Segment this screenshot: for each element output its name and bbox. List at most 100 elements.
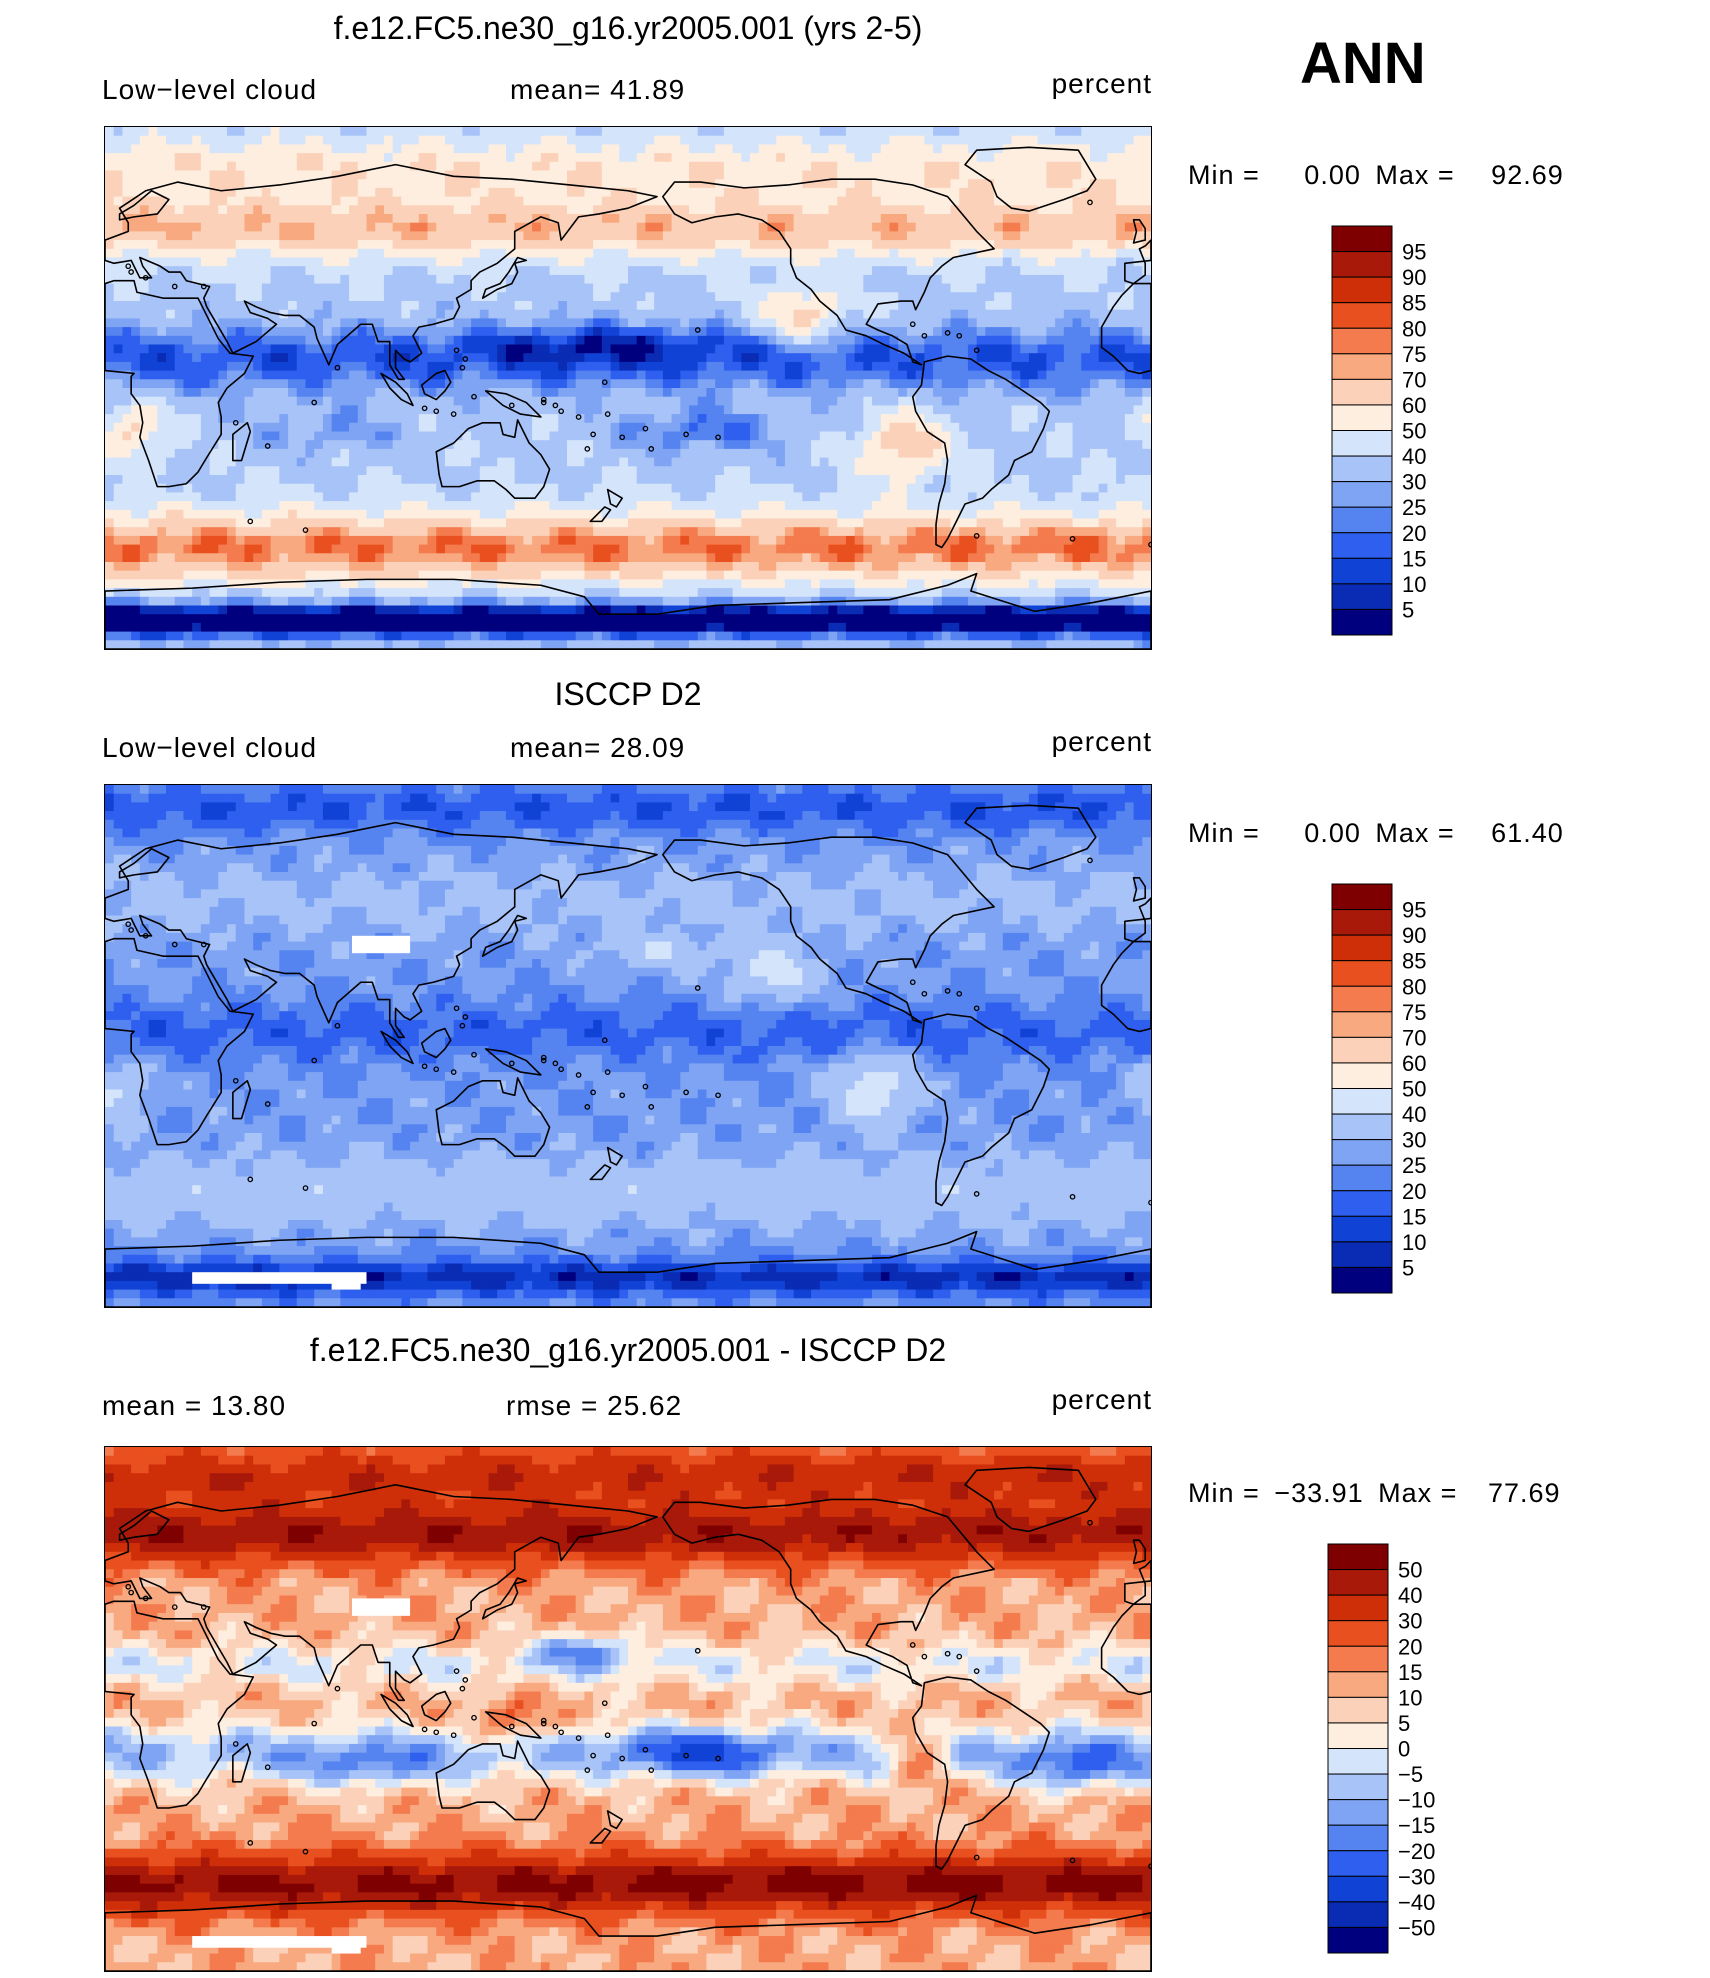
heatmap-cell (497, 248, 507, 259)
heatmap-cell (1037, 422, 1047, 433)
heatmap-cell (584, 474, 594, 485)
heatmap-cell (227, 431, 237, 441)
heatmap-cell (566, 240, 577, 250)
heatmap-cell (401, 422, 411, 433)
heatmap-cell (906, 196, 917, 206)
heatmap-cell (549, 405, 559, 415)
heatmap-cell (1081, 457, 1091, 467)
heatmap-cell (985, 127, 995, 137)
heatmap-cell (514, 266, 524, 276)
heatmap-cell (305, 414, 315, 424)
heatmap-cell (967, 274, 978, 285)
heatmap-cell (235, 361, 246, 372)
heatmap-cell (209, 431, 219, 441)
heatmap-cell (732, 379, 742, 389)
heatmap-cell (628, 327, 638, 337)
heatmap-cell (575, 231, 586, 241)
heatmap-cell (279, 292, 289, 302)
heatmap-cell (776, 213, 786, 224)
heatmap-cell (340, 335, 350, 346)
heatmap-cell (1011, 353, 1021, 363)
heatmap-cell (375, 153, 385, 163)
heatmap-cell (610, 327, 620, 337)
heatmap-cell (715, 231, 725, 241)
heatmap-cell (784, 318, 795, 328)
heatmap-cell (122, 440, 132, 450)
heatmap-cell (584, 353, 594, 363)
heatmap-cell (357, 292, 368, 302)
heatmap-cell (915, 196, 925, 206)
heatmap-cell (645, 361, 655, 372)
heatmap-cell (357, 422, 368, 433)
heatmap-cell (863, 144, 873, 154)
heatmap-cell (819, 274, 830, 285)
heatmap-cell (758, 414, 769, 424)
heatmap-cell (933, 231, 943, 241)
heatmap-cell (1107, 396, 1117, 406)
heatmap-cell (619, 301, 629, 311)
heatmap-cell (1124, 187, 1135, 198)
heatmap-cell (636, 161, 647, 172)
heatmap-cell (288, 222, 298, 232)
heatmap-cell (279, 440, 289, 450)
heatmap-cell (619, 457, 629, 467)
heatmap-cell (854, 405, 864, 415)
heatmap-cell (523, 292, 533, 302)
heatmap-cell (758, 266, 769, 276)
heatmap-cell (375, 396, 385, 406)
heatmap-cell (915, 361, 925, 372)
heatmap-cell (767, 196, 777, 206)
heatmap-cell (1028, 231, 1039, 241)
heatmap-cell (174, 309, 185, 319)
heatmap-cell (366, 414, 376, 424)
heatmap-cell (680, 257, 690, 267)
heatmap-cell (427, 379, 437, 389)
heatmap-cell (540, 405, 551, 415)
heatmap-cell (880, 127, 891, 137)
heatmap-cell (235, 170, 246, 180)
heatmap-cell (750, 370, 760, 380)
heatmap-cell (601, 179, 612, 189)
heatmap-cell (296, 274, 307, 285)
heatmap-cell (349, 127, 359, 137)
heatmap-cell (933, 292, 943, 302)
heatmap-cell (192, 318, 202, 328)
heatmap-cell (845, 466, 856, 476)
heatmap-cell (200, 448, 211, 459)
heatmap-cell (933, 335, 943, 346)
heatmap-cell (976, 266, 986, 276)
heatmap-cell (375, 144, 385, 154)
heatmap-cell (636, 179, 647, 189)
heatmap-cell (340, 301, 350, 311)
heatmap-cell (750, 388, 760, 398)
heatmap-cell (1098, 153, 1109, 163)
heatmap-cell (444, 457, 455, 467)
heatmap-cell (1116, 318, 1126, 328)
heatmap-cell (305, 213, 315, 224)
heatmap-cell (750, 248, 760, 259)
heatmap-cell (366, 466, 376, 476)
heatmap-cell (593, 353, 603, 363)
heatmap-cell (819, 179, 830, 189)
heatmap-cell (462, 170, 472, 180)
heatmap-cell (819, 327, 830, 337)
heatmap-cell (1020, 187, 1030, 198)
heatmap-cell (1011, 379, 1021, 389)
heatmap-cell (933, 466, 943, 476)
heatmap-cell (349, 474, 359, 485)
heatmap-cell (244, 222, 254, 232)
heatmap-cell (1142, 205, 1151, 215)
heatmap-cell (131, 127, 141, 137)
heatmap-cell (689, 231, 699, 241)
heatmap-cell (880, 396, 891, 406)
heatmap-cell (784, 248, 795, 259)
heatmap-cell (375, 205, 385, 215)
heatmap-cell (1037, 283, 1047, 293)
heatmap-cell (105, 301, 115, 311)
heatmap-cell (863, 153, 873, 163)
heatmap-cell (166, 240, 176, 250)
heatmap-cell (1020, 370, 1030, 380)
heatmap-cell (444, 127, 455, 137)
heatmap-cell (715, 422, 725, 433)
heatmap-cell (558, 353, 568, 363)
